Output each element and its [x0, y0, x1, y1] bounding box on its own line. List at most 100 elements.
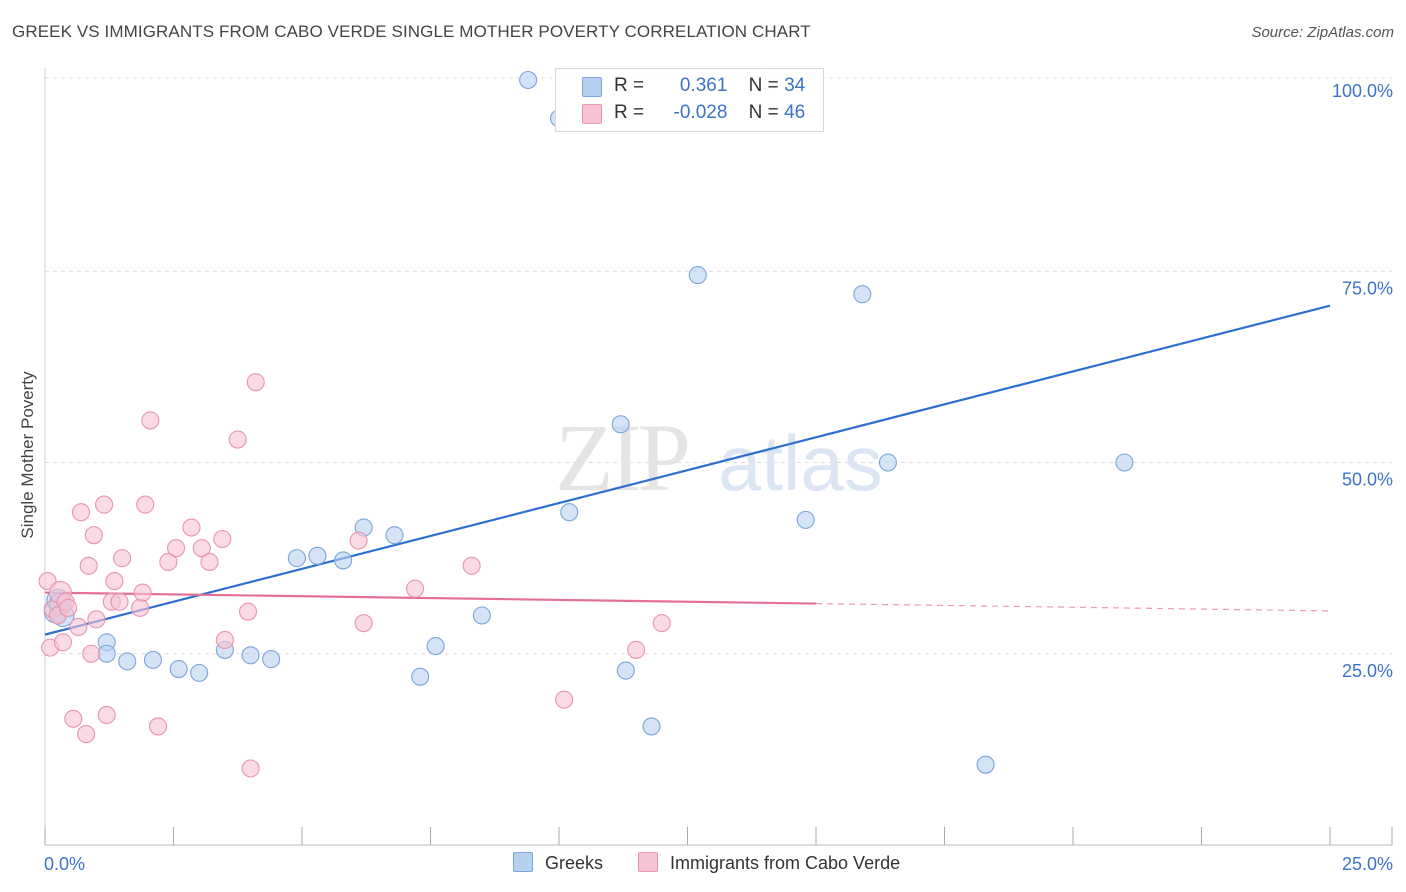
greeks-point: [688, 266, 707, 285]
cabo-verde-point: [238, 602, 258, 621]
cabo-verde-point: [246, 373, 265, 392]
cabo-verde-point: [136, 495, 155, 514]
greeks-point: [385, 526, 404, 545]
cabo-verde-point: [97, 705, 116, 725]
trend-lines: [44, 304, 1331, 636]
cabo-verde-point: [82, 644, 101, 663]
greeks-trend-line: [44, 304, 1331, 636]
greeks-point: [519, 70, 538, 90]
r-value-greeks: 0.361: [679, 75, 728, 96]
cabo-verde-trend-extension: [815, 602, 1331, 612]
cabo-verde-point: [213, 529, 232, 549]
y-tick-label: 75.0%: [1342, 278, 1393, 298]
greeks-point: [426, 637, 445, 656]
greeks-point: [169, 659, 188, 679]
greeks-point: [241, 646, 260, 665]
cabo-verde-point: [79, 556, 98, 575]
cabo-verde-point: [84, 526, 103, 545]
cabo-verde-point: [192, 539, 211, 558]
greeks-legend-label: Greeks: [545, 853, 604, 873]
source-label: Source: ZipAtlas.com: [1251, 24, 1394, 41]
y-tick-label: 100.0%: [1332, 81, 1393, 101]
cabo-verde-legend-label: Immigrants from Cabo Verde: [670, 853, 901, 873]
greeks-point: [287, 549, 306, 568]
r-label: R =: [614, 102, 645, 123]
axes: [44, 68, 1393, 846]
greeks-swatch: [582, 77, 602, 97]
cabo-verde-point: [71, 503, 91, 522]
cabo-verde-point: [241, 759, 260, 778]
cabo-verde-point: [110, 592, 129, 611]
cabo-verde-point: [159, 552, 178, 572]
cabo-verde-point: [131, 598, 150, 617]
y-tick-label: 50.0%: [1342, 470, 1393, 490]
cabo-verde-point: [113, 549, 132, 568]
watermark: ZIP atlas: [555, 404, 883, 511]
bottom-legend-cabo-verde: Immigrants from Cabo Verde: [638, 852, 900, 874]
bottom-legend-greeks: Greeks: [513, 852, 603, 874]
greeks-point: [118, 652, 137, 671]
cabo-verde-point: [69, 617, 88, 637]
greeks-point: [642, 717, 661, 736]
cabo-verde-point: [354, 614, 373, 633]
cabo-verde-trend-line: [44, 591, 817, 605]
cabo-verde-point: [59, 598, 78, 617]
cabo-verde-point: [133, 583, 152, 602]
cabo-verde-point: [167, 539, 186, 558]
x-tick-label: 25.0%: [1342, 854, 1393, 874]
cabo-verde-point: [149, 717, 168, 736]
greeks-point: [611, 415, 630, 434]
greeks-point: [308, 546, 327, 565]
cabo-verde-point: [87, 610, 106, 629]
greeks-point: [853, 285, 872, 304]
r-label: R =: [614, 75, 645, 96]
cabo-verde-point: [462, 556, 481, 575]
greeks-point: [262, 650, 281, 669]
cabo-verde-point: [77, 725, 96, 744]
n-label: N =: [748, 75, 779, 96]
cabo-verde-point: [53, 633, 73, 652]
correlation-legend: R = 0.361 N = 34 R = -0.028 N = 46: [555, 68, 824, 132]
chart-title: GREEK VS IMMIGRANTS FROM CABO VERDE SING…: [12, 22, 811, 41]
greeks-point: [560, 503, 579, 522]
cabo-verde-swatch: [582, 104, 602, 124]
greeks-point: [411, 667, 430, 686]
cabo-verde-point: [228, 430, 247, 449]
greeks-point: [1115, 453, 1134, 472]
data-points: [38, 70, 1134, 778]
greeks-point: [976, 755, 995, 774]
cabo-verde-point: [627, 640, 646, 659]
cabo-verde-point: [105, 572, 124, 591]
greeks-point: [143, 650, 162, 669]
greeks-point: [334, 551, 353, 570]
greeks-legend-swatch: [513, 852, 533, 872]
cabo-verde-point: [215, 630, 234, 650]
cabo-verde-legend-swatch: [638, 852, 658, 872]
tick-labels: 25.0% 50.0% 75.0% 100.0% 0.0% 25.0%: [44, 81, 1393, 874]
greeks-point: [796, 510, 815, 529]
cabo-verde-point: [182, 518, 201, 537]
x-tick-label: 0.0%: [44, 854, 85, 874]
y-axis-label: Single Mother Poverty: [18, 371, 37, 539]
cabo-verde-point: [95, 495, 114, 514]
n-label: N =: [748, 102, 779, 123]
grid-lines: [45, 77, 1392, 655]
greeks-point: [97, 644, 116, 663]
cabo-verde-point: [652, 614, 671, 633]
n-value-cabo-verde: 46: [784, 102, 806, 123]
greeks-point: [616, 661, 635, 680]
n-value-greeks: 34: [784, 75, 806, 96]
cabo-verde-point: [141, 411, 160, 430]
cabo-verde-point: [406, 579, 425, 598]
watermark-atlas: atlas: [718, 419, 883, 507]
greeks-point: [472, 606, 491, 625]
greeks-point: [190, 663, 209, 682]
greeks-point: [878, 453, 898, 472]
y-tick-label: 25.0%: [1342, 661, 1393, 681]
cabo-verde-point: [555, 690, 574, 709]
cabo-verde-point: [200, 552, 219, 572]
r-value-cabo-verde: -0.028: [673, 102, 728, 123]
cabo-verde-point: [64, 709, 83, 728]
cabo-verde-point: [349, 531, 368, 550]
